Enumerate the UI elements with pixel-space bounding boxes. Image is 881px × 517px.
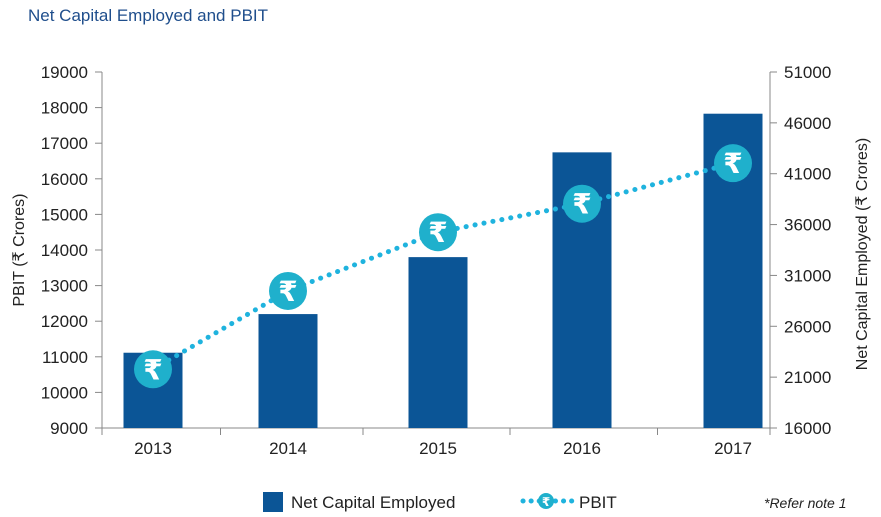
legend-rupee-icon: ₹ (542, 495, 550, 509)
left-axis-title: PBIT (₹ Crores) (11, 193, 28, 306)
left-tick-label: 13000 (41, 277, 88, 296)
right-tick-label: 36000 (784, 216, 831, 235)
rupee-icon: ₹ (278, 275, 297, 308)
left-tick-label: 18000 (41, 99, 88, 118)
right-tick-label: 41000 (784, 165, 831, 184)
left-axis-ticks: 9000 10000 11000 12000 13000 14000 15000 16000 1… (41, 63, 102, 438)
legend-label-line: PBIT (579, 493, 617, 512)
left-tick-label: 11000 (42, 348, 88, 367)
right-tick-label: 46000 (784, 114, 831, 133)
rupee-marker-circle (563, 184, 601, 223)
left-tick-label: 9000 (50, 419, 88, 438)
chart-title: Net Capital Employed and PBIT (28, 6, 268, 25)
rupee-icon: ₹ (723, 147, 742, 180)
right-tick-label: 21000 (784, 368, 831, 387)
rupee-icon: ₹ (143, 353, 162, 386)
pbit-marker-2015: ₹ (419, 213, 457, 252)
left-tick-label: 15000 (41, 205, 88, 224)
right-axis-ticks: 16000 21000 26000 31000 36000 41000 46000 51000 (770, 63, 831, 438)
legend-rupee-circle (538, 493, 554, 509)
rupee-marker-circle (269, 271, 307, 310)
pbit-marker-2017: ₹ (714, 144, 752, 183)
right-axis-title: Net Capital Employed (₹ Crores) (854, 138, 871, 370)
bar-2015 (408, 257, 468, 428)
x-axis-ticks: 2013 2014 2015 2016 2017 (101, 428, 771, 458)
left-tick-label: 12000 (41, 312, 88, 331)
left-tick-label: 19000 (41, 63, 88, 82)
legend-label-bar: Net Capital Employed (291, 493, 455, 512)
pbit-markers: ₹ ₹ ₹ ₹ ₹ (134, 144, 752, 389)
footnote: *Refer note 1 (764, 495, 847, 511)
x-tick-label: 2014 (269, 439, 307, 458)
right-tick-label: 51000 (784, 63, 831, 82)
pbit-marker-2014: ₹ (269, 271, 307, 310)
bar-2014 (258, 314, 318, 428)
rupee-marker-circle (134, 350, 172, 389)
rupee-marker-circle (714, 144, 752, 183)
right-tick-label: 26000 (784, 317, 831, 336)
left-tick-label: 10000 (41, 383, 88, 402)
pbit-marker-2013: ₹ (134, 350, 172, 389)
bar-series (123, 113, 763, 429)
rupee-marker-circle (419, 213, 457, 252)
rupee-icon: ₹ (428, 216, 447, 249)
right-tick-label: 31000 (784, 266, 831, 285)
legend: Net Capital Employed ₹ PBIT (263, 492, 617, 512)
left-tick-label: 16000 (41, 170, 88, 189)
left-tick-label: 14000 (41, 241, 88, 260)
pbit-marker-2016: ₹ (563, 184, 601, 223)
right-tick-label: 16000 (784, 419, 831, 438)
x-tick-label: 2013 (134, 439, 172, 458)
x-tick-label: 2015 (419, 439, 457, 458)
legend-swatch-bar (263, 492, 283, 512)
rupee-icon: ₹ (572, 188, 591, 221)
legend-swatch-line: ₹ (520, 493, 575, 509)
x-tick-label: 2017 (714, 439, 752, 458)
x-tick-label: 2016 (563, 439, 601, 458)
left-tick-label: 17000 (41, 134, 88, 153)
